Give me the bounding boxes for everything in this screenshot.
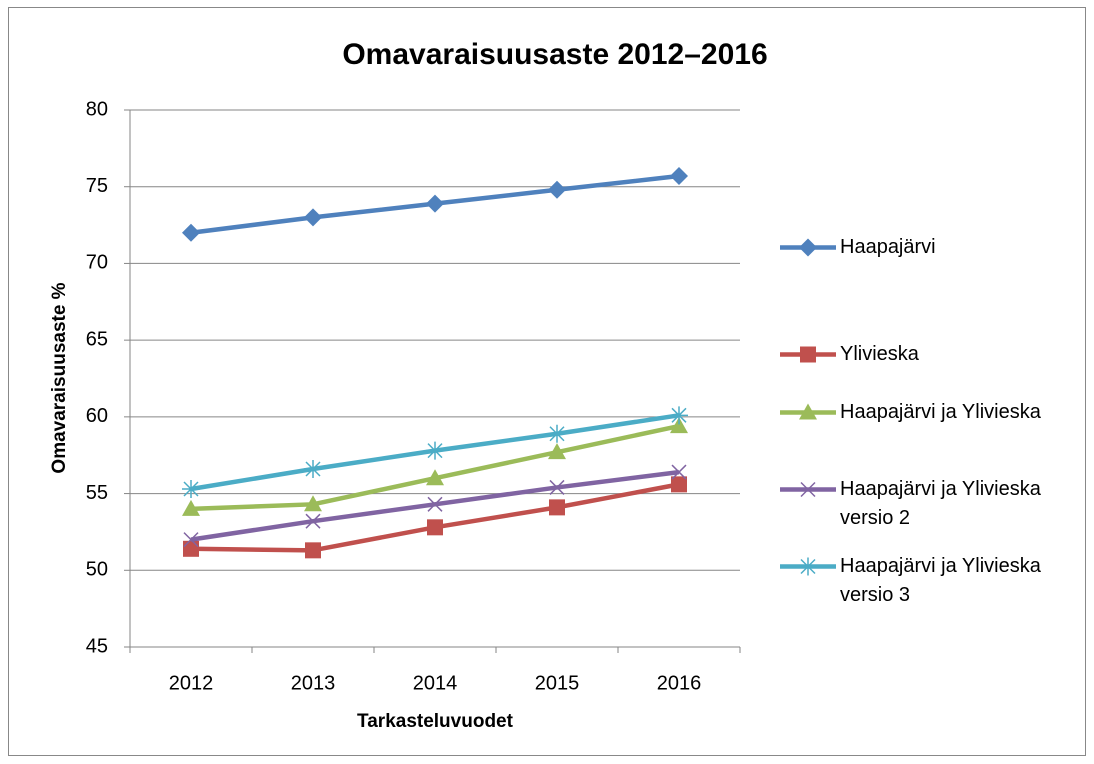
y-axis-label: Omavaraisuusaste % xyxy=(49,282,70,473)
marker xyxy=(182,479,200,498)
legend-swatch xyxy=(780,557,836,576)
marker xyxy=(183,532,199,548)
marker xyxy=(183,540,199,557)
legend-item: Haapajärvi xyxy=(778,233,1090,262)
marker xyxy=(671,464,687,480)
legend-label: Haapajärvi xyxy=(840,236,936,258)
marker xyxy=(800,346,816,363)
marker xyxy=(670,166,688,185)
marker xyxy=(548,180,566,199)
marker xyxy=(305,542,321,559)
marker xyxy=(800,481,816,498)
marker xyxy=(549,479,565,495)
marker xyxy=(182,223,200,242)
legend-item: Ylivieska xyxy=(778,340,1090,369)
x-tick-label: 2015 xyxy=(535,672,580,694)
legend-swatch xyxy=(780,403,836,420)
legend-label: Haapajärvi ja Ylivieska versio 2 xyxy=(840,478,1041,529)
marker xyxy=(304,495,322,512)
x-tick-label: 2013 xyxy=(291,672,336,694)
legend-item: Haapajärvi ja Ylivieska versio 3 xyxy=(778,552,1090,610)
y-tick-label: 65 xyxy=(86,328,108,350)
y-tick-label: 80 xyxy=(86,98,108,120)
marker xyxy=(670,406,688,425)
x-tick-label: 2012 xyxy=(169,672,214,694)
y-tick-label: 70 xyxy=(86,252,108,274)
marker xyxy=(670,417,688,434)
x-tick-label: 2016 xyxy=(657,672,702,694)
legend-item: Haapajärvi ja Ylivieska versio 2 xyxy=(778,475,1090,533)
y-tick-label: 75 xyxy=(86,175,108,197)
legend-swatch xyxy=(780,481,836,498)
marker xyxy=(799,403,817,420)
marker xyxy=(549,499,565,516)
marker xyxy=(799,238,817,257)
legend-label: Haapajärvi ja Ylivieska xyxy=(840,401,1041,423)
chart-title: Omavaraisuusaste 2012–2016 xyxy=(342,38,767,71)
marker xyxy=(426,194,444,213)
marker xyxy=(427,519,443,536)
marker xyxy=(671,476,687,493)
legend-label: Haapajärvi ja Ylivieska versio 3 xyxy=(840,555,1041,606)
marker xyxy=(548,424,566,443)
marker xyxy=(426,441,444,460)
marker xyxy=(304,460,322,479)
y-tick-label: 60 xyxy=(86,405,108,427)
y-tick-label: 55 xyxy=(86,482,108,504)
marker xyxy=(426,469,444,486)
marker xyxy=(304,208,322,227)
legend-swatch xyxy=(780,346,836,363)
y-tick-label: 50 xyxy=(86,559,108,581)
chart-border xyxy=(8,7,1086,756)
marker xyxy=(548,443,566,460)
marker xyxy=(799,557,817,576)
legend-label: Ylivieska xyxy=(840,343,919,365)
marker xyxy=(182,499,200,516)
x-axis-label: Tarkasteluvuodet xyxy=(357,711,514,732)
legend-item: Haapajärvi ja Ylivieska xyxy=(778,398,1090,427)
legend-swatch xyxy=(780,238,836,257)
x-tick-label: 2014 xyxy=(413,672,458,694)
marker xyxy=(305,513,321,529)
y-tick-label: 45 xyxy=(86,635,108,657)
marker xyxy=(427,496,443,512)
